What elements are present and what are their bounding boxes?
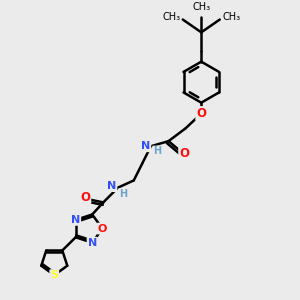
Text: S: S	[50, 270, 58, 280]
Text: N: N	[88, 238, 97, 248]
Text: O: O	[98, 224, 107, 234]
Text: CH₃: CH₃	[192, 2, 210, 12]
Text: CH₃: CH₃	[222, 12, 240, 22]
Text: H: H	[119, 189, 127, 199]
Text: N: N	[141, 141, 150, 151]
Text: O: O	[80, 191, 90, 204]
Text: N: N	[107, 181, 116, 191]
Text: O: O	[196, 107, 206, 120]
Text: CH₃: CH₃	[162, 12, 180, 22]
Text: N: N	[71, 215, 80, 225]
Text: O: O	[179, 147, 189, 160]
Text: H: H	[153, 146, 161, 156]
